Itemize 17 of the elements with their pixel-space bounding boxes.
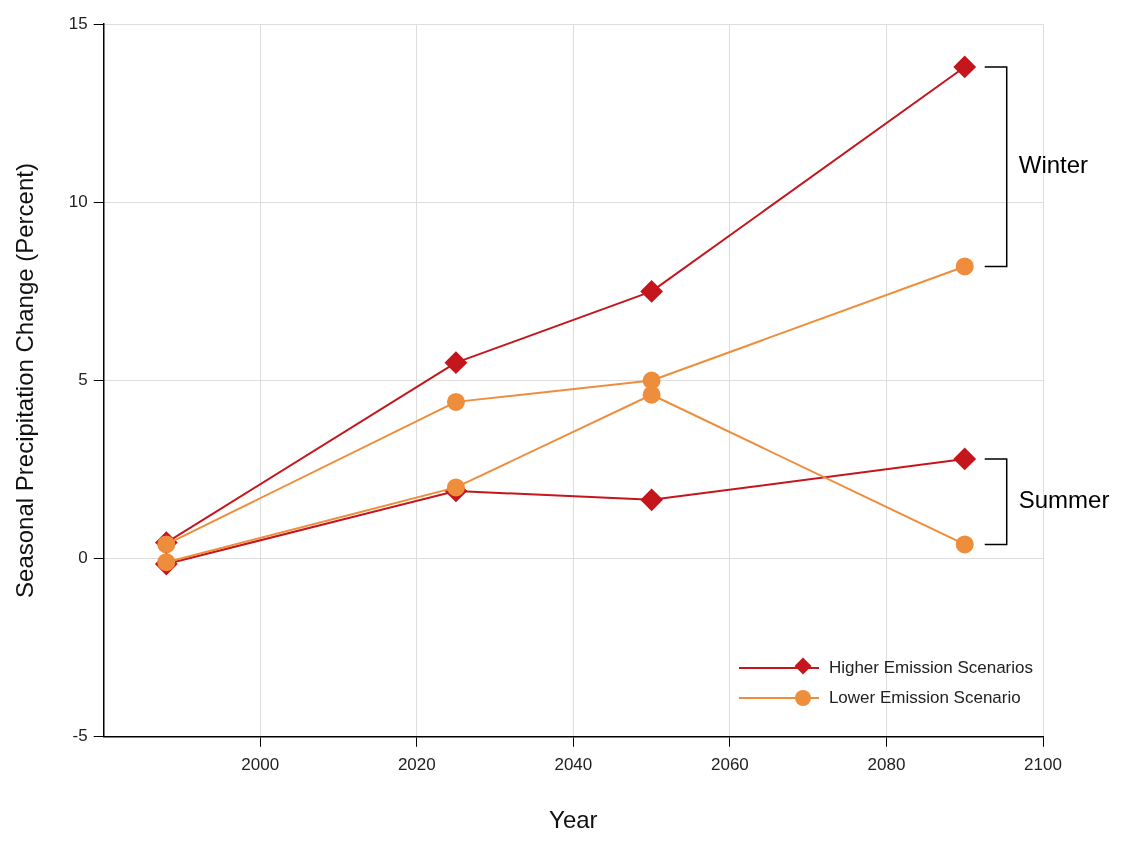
y-tick-label: 15 [68, 13, 88, 33]
annotation: Summer [1018, 486, 1110, 514]
annotation: Winter [1018, 151, 1089, 179]
x-tick-label: 2080 [867, 754, 906, 774]
x-tick-label: 2000 [241, 754, 280, 774]
x-tick-label: 2060 [710, 754, 749, 774]
legend-label: Lower Emission Scenario [828, 687, 1021, 708]
x-tick-label: 2040 [554, 754, 593, 774]
legend-label: Higher Emission Scenarios [828, 657, 1033, 678]
y-tick-label: 10 [68, 192, 88, 212]
y-axis-title: Seasonal Precipitation Change (Percent) [11, 163, 39, 598]
y-tick-label: 5 [78, 370, 88, 390]
y-tick-label: 0 [78, 548, 88, 568]
y-tick-label: -5 [72, 726, 88, 746]
x-axis-title: Year [549, 806, 598, 834]
x-tick-label: 2100 [1024, 754, 1062, 774]
x-tick-label: 2020 [397, 754, 436, 774]
